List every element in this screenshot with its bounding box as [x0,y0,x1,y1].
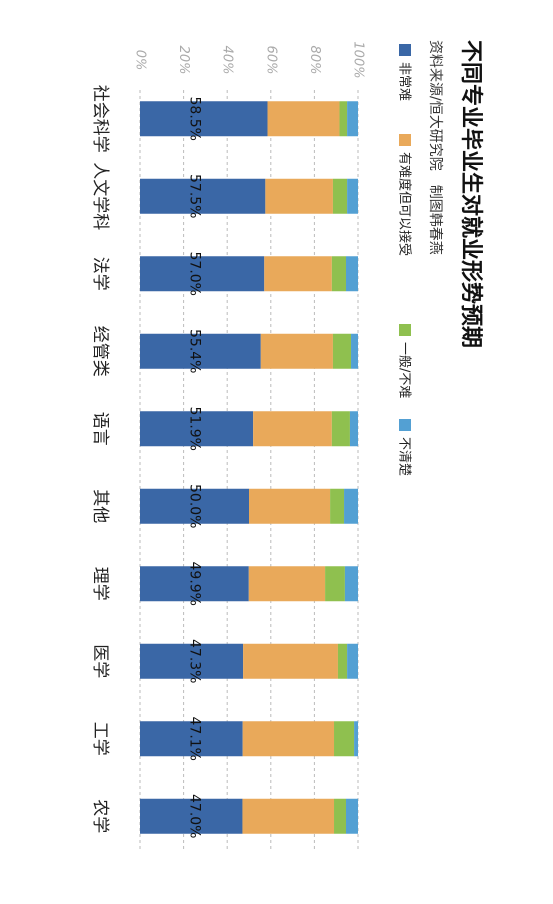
chart-source: 资料来源/恒大研究院 制图韩春燕 [427,40,443,255]
bar-segment [265,178,333,214]
value-label: 57.5% [187,174,203,218]
category-label: 工学 [90,722,110,756]
bar-segment [344,488,358,524]
legend-label: 一般/不难 [397,342,413,398]
y-tick-label: 40% [220,46,235,75]
bar-segment [339,101,348,137]
bar-segment [346,256,358,292]
legend-swatch [399,419,411,431]
bar-segment [332,333,352,369]
y-tick-label: 80% [307,46,322,75]
bar-segment [140,488,249,524]
category-label: 理学 [90,567,110,601]
y-tick-label: 100% [351,41,366,78]
value-label: 57.0% [187,252,203,296]
legend-swatch [399,324,411,336]
bar-segment [344,566,358,602]
legend-swatch [399,44,411,56]
bar-segment [267,101,340,137]
value-label: 47.0% [187,794,203,838]
chart-title: 不同专业毕业生对就业形势预期 [458,40,484,348]
category-label: 农学 [90,799,110,833]
legend-label: 有难度但可以接受 [397,152,413,256]
bar-segment [334,798,347,834]
category-label: 经管类 [90,326,110,377]
y-tick-label: 20% [176,46,191,75]
value-label: 47.1% [187,717,203,761]
bar-segment [330,488,345,524]
bar-segment [332,178,348,214]
bar-segment [349,411,358,447]
y-tick-label: 0% [133,50,148,71]
rotated-chart: 不同专业毕业生对就业形势预期 资料来源/恒大研究院 制图韩春燕 0% 20% 40%… [90,40,484,850]
bar-segment [325,566,345,602]
value-label: 47.3% [187,639,203,683]
bar-segment [347,178,358,214]
legend-swatch [399,134,411,146]
bar-segment [347,643,358,679]
bar-segment [334,721,355,757]
value-label: 58.5% [187,97,203,141]
bar-segment [140,101,268,137]
bar-segment [354,721,358,757]
category-label: 法学 [90,257,110,291]
category-label: 其他 [90,489,110,523]
bar-segment [242,798,335,834]
legend-label: 不清楚 [397,437,412,476]
legend-label: 非常难 [397,62,412,101]
bar-segment [140,178,266,214]
y-tick-label: 60% [263,46,278,75]
bar-segment [253,411,332,447]
bar-segment [242,721,335,757]
category-label: 人文学科 [90,162,110,230]
category-label: 社会科学 [90,85,110,153]
value-label: 55.4% [187,329,203,373]
bar-segment [139,798,243,834]
bar-segment [331,256,347,292]
bar-segment [260,333,333,369]
bar-segment [140,566,249,602]
bar-segment [264,256,332,292]
bar-segment [346,798,358,834]
bar-segment [347,101,358,137]
bar-segment [140,256,265,292]
value-label: 51.9% [187,407,203,451]
bar-segment [140,643,244,679]
bar-segment [248,566,326,602]
bar-segment [140,333,261,369]
bar-segment [351,333,358,369]
bar-segment [140,721,243,757]
category-label: 语言 [90,412,110,446]
bar-segment [337,643,348,679]
value-label: 49.9% [187,562,203,606]
category-label: 医学 [90,644,110,678]
bar-segment [140,411,254,447]
value-label: 50.0% [187,484,203,528]
bar-segment [248,488,331,524]
bar-segment [243,643,338,679]
bar-segment [331,411,350,447]
